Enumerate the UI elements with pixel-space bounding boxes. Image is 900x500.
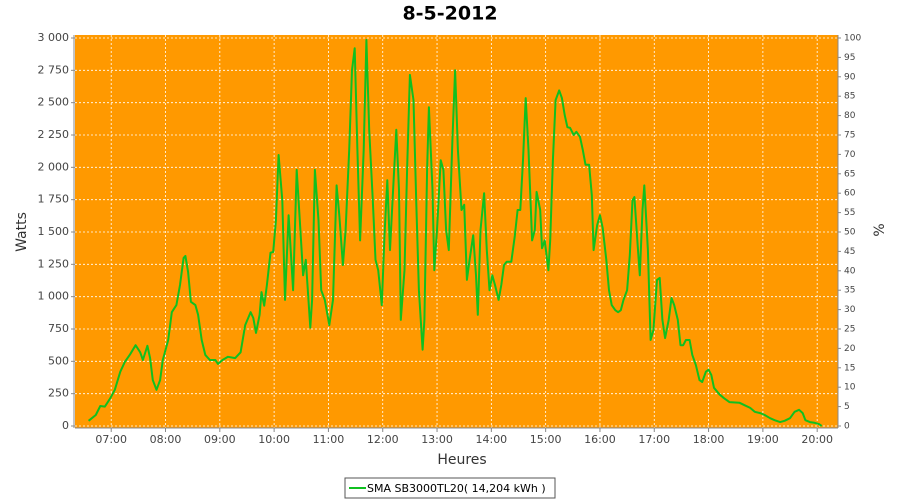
y-tick-label: 2 500 xyxy=(38,96,70,109)
y2-tick-label: 10 xyxy=(844,383,856,393)
y2-tick-label: 35 xyxy=(844,286,855,296)
y-tick-label: 2 250 xyxy=(38,128,70,141)
y2-axis-label: % xyxy=(872,223,888,236)
x-tick-label: 14:00 xyxy=(475,433,507,446)
y2-tick-label: 95 xyxy=(844,53,855,63)
y2-tick-label: 55 xyxy=(844,208,855,218)
x-axis-label: Heures xyxy=(437,452,486,468)
x-tick-label: 19:00 xyxy=(747,433,779,446)
y-tick-label: 2 750 xyxy=(38,63,70,76)
y-tick-label: 1 750 xyxy=(38,193,70,206)
y2-tick-label: 25 xyxy=(844,325,855,335)
x-tick-label: 11:00 xyxy=(313,433,345,446)
y2-tick-label: 70 xyxy=(844,150,856,160)
y2-tick-label: 80 xyxy=(844,111,856,121)
legend-box xyxy=(344,477,556,499)
x-tick-label: 17:00 xyxy=(638,433,670,446)
x-tick-label: 07:00 xyxy=(95,433,127,446)
y2-tick-label: 75 xyxy=(844,131,855,141)
y-tick-label: 0 xyxy=(62,419,69,432)
chart-title: 8-5-2012 xyxy=(402,3,497,25)
x-tick-label: 16:00 xyxy=(584,433,616,446)
y-tick-label: 1 000 xyxy=(38,290,70,303)
y-tick-label: 500 xyxy=(48,354,69,367)
x-tick-label: 15:00 xyxy=(530,433,562,446)
y2-tick-label: 100 xyxy=(844,34,861,44)
legend-label: SMA SB3000TL20( 14,204 kWh ) xyxy=(367,482,546,495)
x-tick-label: 13:00 xyxy=(421,433,453,446)
y-tick-label: 750 xyxy=(48,322,69,335)
y2-tick-label: 85 xyxy=(844,92,855,102)
y2-tick-label: 20 xyxy=(844,344,856,354)
y2-tick-label: 30 xyxy=(844,305,856,315)
y-tick-label: 3 000 xyxy=(38,31,70,44)
x-tick-label: 09:00 xyxy=(204,433,236,446)
y-axis-label: Watts xyxy=(14,212,30,252)
series-line xyxy=(87,38,823,427)
y2-tick-label: 5 xyxy=(844,402,850,412)
y-tick-label: 1 250 xyxy=(38,257,70,270)
y2-tick-label: 60 xyxy=(844,189,856,199)
y-tick-label: 2 000 xyxy=(38,160,70,173)
y-tick-label: 1 500 xyxy=(38,225,70,238)
x-tick-label: 20:00 xyxy=(801,433,833,446)
x-tick-label: 08:00 xyxy=(150,433,182,446)
y2-tick-label: 45 xyxy=(844,247,855,257)
y2-tick-label: 65 xyxy=(844,169,855,179)
x-tick-label: 18:00 xyxy=(693,433,725,446)
y-tick-label: 250 xyxy=(48,387,69,400)
x-tick-label: 12:00 xyxy=(367,433,399,446)
y2-tick-label: 15 xyxy=(844,363,855,373)
x-tick-label: 10:00 xyxy=(258,433,290,446)
y2-tick-label: 40 xyxy=(844,266,856,276)
y2-tick-label: 90 xyxy=(844,72,856,82)
y2-tick-label: 0 xyxy=(844,422,850,432)
y2-tick-label: 50 xyxy=(844,228,856,238)
